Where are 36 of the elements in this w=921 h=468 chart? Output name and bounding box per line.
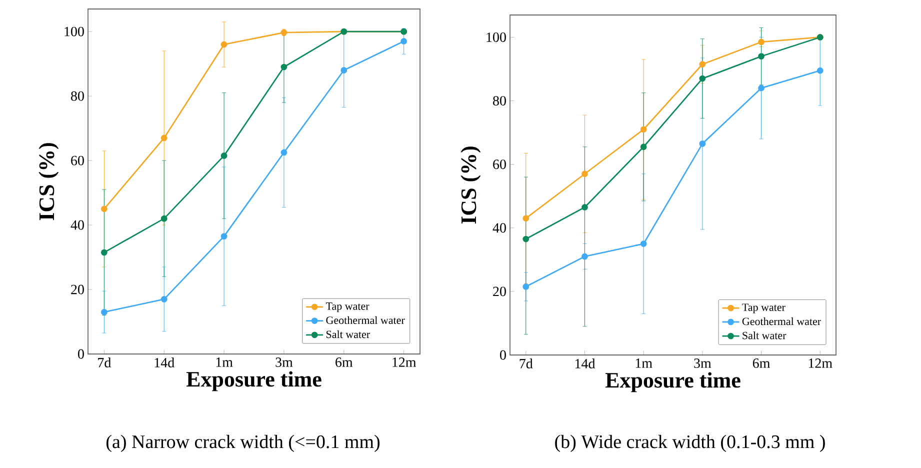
y-axis-title: ICS (%) bbox=[38, 143, 59, 220]
y-tick-label: 100 bbox=[64, 26, 84, 36]
y-tick-label: 80 bbox=[71, 91, 84, 101]
legend-label: Tap water bbox=[326, 302, 370, 312]
y-axis-title: ICS (%) bbox=[460, 146, 481, 224]
legend-label: Salt water bbox=[326, 330, 370, 338]
y-tick-label: 40 bbox=[70, 220, 84, 230]
y-tick-label: 100 bbox=[486, 32, 506, 42]
x-axis-title: Exposure time bbox=[605, 372, 740, 392]
legend-label: Salt water bbox=[742, 331, 786, 340]
x-tick-label: 14d bbox=[154, 358, 174, 368]
x-tick-label: 12m bbox=[392, 358, 416, 367]
y-tick-label: 20 bbox=[493, 286, 506, 296]
x-axis-title: Exposure time bbox=[186, 371, 322, 392]
x-tick-label: 1m bbox=[636, 358, 652, 368]
x-tick-label: 6m bbox=[336, 358, 353, 367]
y-tick-label: 80 bbox=[493, 96, 506, 106]
y-tick-label: 60 bbox=[71, 156, 84, 166]
x-tick-label: 12m bbox=[808, 358, 832, 368]
y-tick-label: 40 bbox=[492, 223, 506, 233]
x-tick-label: 14d bbox=[575, 358, 596, 368]
x-tick-label: 6m bbox=[752, 358, 770, 368]
x-tick-label: 3m bbox=[694, 358, 712, 368]
y-tick-label: 0 bbox=[78, 349, 84, 359]
x-tick-label: 7d bbox=[98, 358, 112, 368]
y-tick-label: 0 bbox=[500, 350, 506, 360]
text: (b) Wide crack width (0.1-0.3 mm ) bbox=[555, 434, 825, 452]
legend-label: Geothermal water bbox=[326, 316, 405, 324]
legend-label: Geothermal water bbox=[742, 317, 821, 326]
y-tick-label: 60 bbox=[493, 160, 506, 170]
y-tick-label: 20 bbox=[71, 284, 84, 294]
x-tick-label: 3m bbox=[276, 358, 293, 367]
x-tick-label: 7d bbox=[520, 358, 533, 368]
text: (a) Narrow crack width (<=0.1 mm) bbox=[106, 434, 380, 452]
legend-label: Tap water bbox=[742, 304, 786, 314]
x-tick-label: 1m bbox=[216, 358, 233, 367]
